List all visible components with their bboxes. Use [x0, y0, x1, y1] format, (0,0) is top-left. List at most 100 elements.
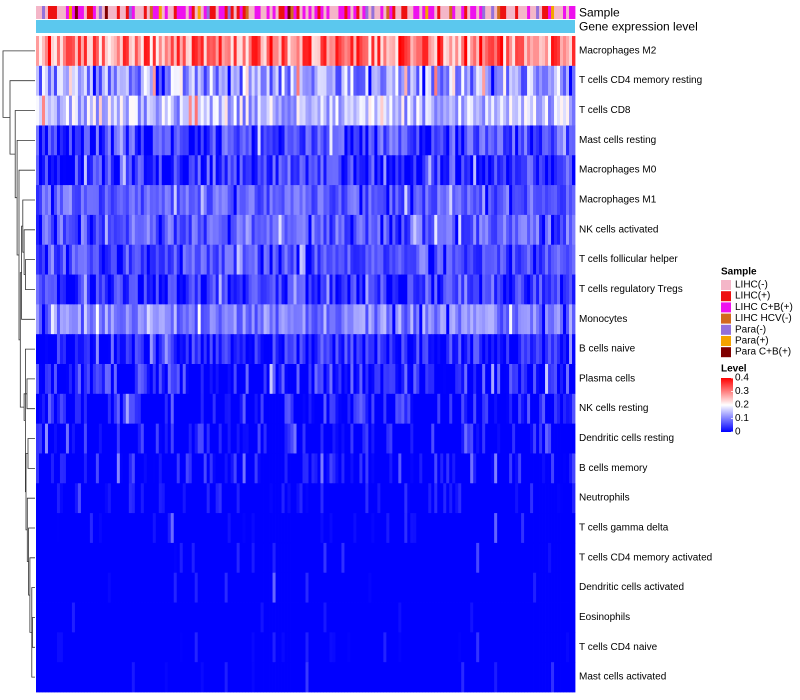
heatmap-cell: [557, 36, 561, 67]
heatmap-cell: [431, 364, 435, 395]
heatmap-cell: [122, 65, 127, 97]
heatmap-cell: [431, 95, 435, 126]
heatmap-cell: [131, 602, 136, 633]
heatmap-cell: [227, 632, 232, 663]
heatmap-cell: [335, 274, 339, 305]
heatmap-cell: [305, 632, 309, 663]
heatmap-cell: [539, 304, 543, 335]
heatmap-cell: [506, 185, 510, 216]
sample-annotation-cell: [230, 6, 235, 19]
heatmap-cell: [434, 65, 438, 97]
heatmap-cell: [296, 125, 300, 156]
heatmap-cell: [533, 65, 537, 97]
heatmap-cell: [200, 542, 205, 574]
heatmap-cell: [50, 274, 55, 305]
heatmap-cell: [356, 572, 360, 603]
heatmap-cell: [335, 95, 339, 126]
heatmap-cell: [284, 572, 288, 603]
heatmap-cell: [398, 65, 402, 97]
heatmap-cell: [176, 632, 181, 663]
heatmap-cell: [482, 244, 486, 275]
heatmap-cell: [149, 244, 154, 275]
heatmap-cell: [146, 95, 151, 126]
sample-annotation-cell: [71, 6, 76, 19]
heatmap-cell: [179, 185, 184, 216]
heatmap-cell: [284, 364, 288, 395]
heatmap-cell: [323, 513, 327, 544]
heatmap-cell: [260, 393, 264, 425]
heatmap-cell: [356, 214, 360, 246]
heatmap-cell: [119, 393, 124, 425]
heatmap-cell: [113, 602, 118, 633]
heatmap-cell: [515, 214, 519, 246]
heatmap-cell: [509, 185, 513, 216]
heatmap-cell: [110, 274, 115, 305]
heatmap-cell: [116, 125, 121, 156]
heatmap-cell: [374, 513, 378, 544]
sample-annotation-cell: [563, 6, 567, 19]
heatmap-cell: [50, 36, 55, 67]
sample-annotation-cell: [545, 6, 549, 19]
heatmap-cell: [416, 423, 420, 454]
heatmap-cell: [362, 274, 366, 305]
heatmap-cell: [521, 155, 525, 186]
heatmap-cell: [422, 125, 426, 156]
heatmap-cell: [443, 632, 447, 663]
heatmap-cell: [533, 542, 537, 574]
heatmap-cell: [257, 304, 261, 335]
heatmap-cell: [101, 125, 106, 156]
heatmap-cell: [476, 244, 480, 275]
heatmap-cell: [164, 36, 169, 67]
heatmap-cell: [536, 602, 540, 633]
heatmap-cell: [221, 632, 226, 663]
heatmap-cell: [269, 453, 273, 484]
heatmap-cell: [74, 632, 79, 663]
heatmap-cell: [74, 513, 79, 544]
heatmap-cell: [242, 423, 247, 454]
heatmap-cell: [455, 244, 459, 275]
heatmap-cell: [566, 214, 570, 246]
heatmap-cell: [461, 125, 465, 156]
heatmap-cell: [188, 602, 193, 633]
heatmap-cell: [233, 662, 238, 693]
heatmap-cell: [380, 125, 384, 156]
heatmap-cell: [170, 304, 175, 335]
heatmap-cell: [38, 542, 43, 574]
heatmap-cell: [92, 602, 97, 633]
heatmap-cell: [410, 95, 414, 126]
heatmap-cell: [134, 65, 139, 97]
heatmap-cell: [176, 364, 181, 395]
heatmap-cell: [113, 393, 118, 425]
heatmap-cell: [65, 274, 70, 305]
heatmap-cell: [290, 483, 294, 514]
heatmap-cell: [41, 95, 46, 126]
heatmap-row: [36, 542, 576, 574]
heatmap-cell: [557, 304, 561, 335]
sample-annotation-bar: [36, 6, 576, 19]
heatmap-cell: [440, 513, 444, 544]
heatmap-cell: [275, 542, 279, 574]
heatmap-cell: [344, 572, 348, 603]
heatmap-cell: [527, 125, 531, 156]
heatmap-cell: [134, 155, 139, 186]
heatmap-cell: [89, 125, 94, 156]
row-label: T cells gamma delta: [579, 523, 669, 534]
heatmap-cell: [212, 36, 217, 67]
heatmap-cell: [506, 423, 510, 454]
heatmap-cell: [392, 95, 396, 126]
heatmap-cell: [443, 364, 447, 395]
sample-annotation-cell: [476, 6, 480, 19]
heatmap-cell: [128, 542, 133, 574]
heatmap-cell: [74, 453, 79, 484]
heatmap-cell: [266, 483, 270, 514]
heatmap-cell: [113, 662, 118, 693]
sample-annotation-cell: [224, 6, 229, 19]
heatmap-cell: [380, 95, 384, 126]
heatmap-cell: [380, 423, 384, 454]
heatmap-cell: [434, 513, 438, 544]
heatmap-cell: [176, 483, 181, 514]
heatmap-cell: [419, 542, 423, 574]
heatmap-cell: [461, 364, 465, 395]
heatmap-cell: [449, 662, 453, 693]
heatmap-cell: [203, 244, 208, 275]
